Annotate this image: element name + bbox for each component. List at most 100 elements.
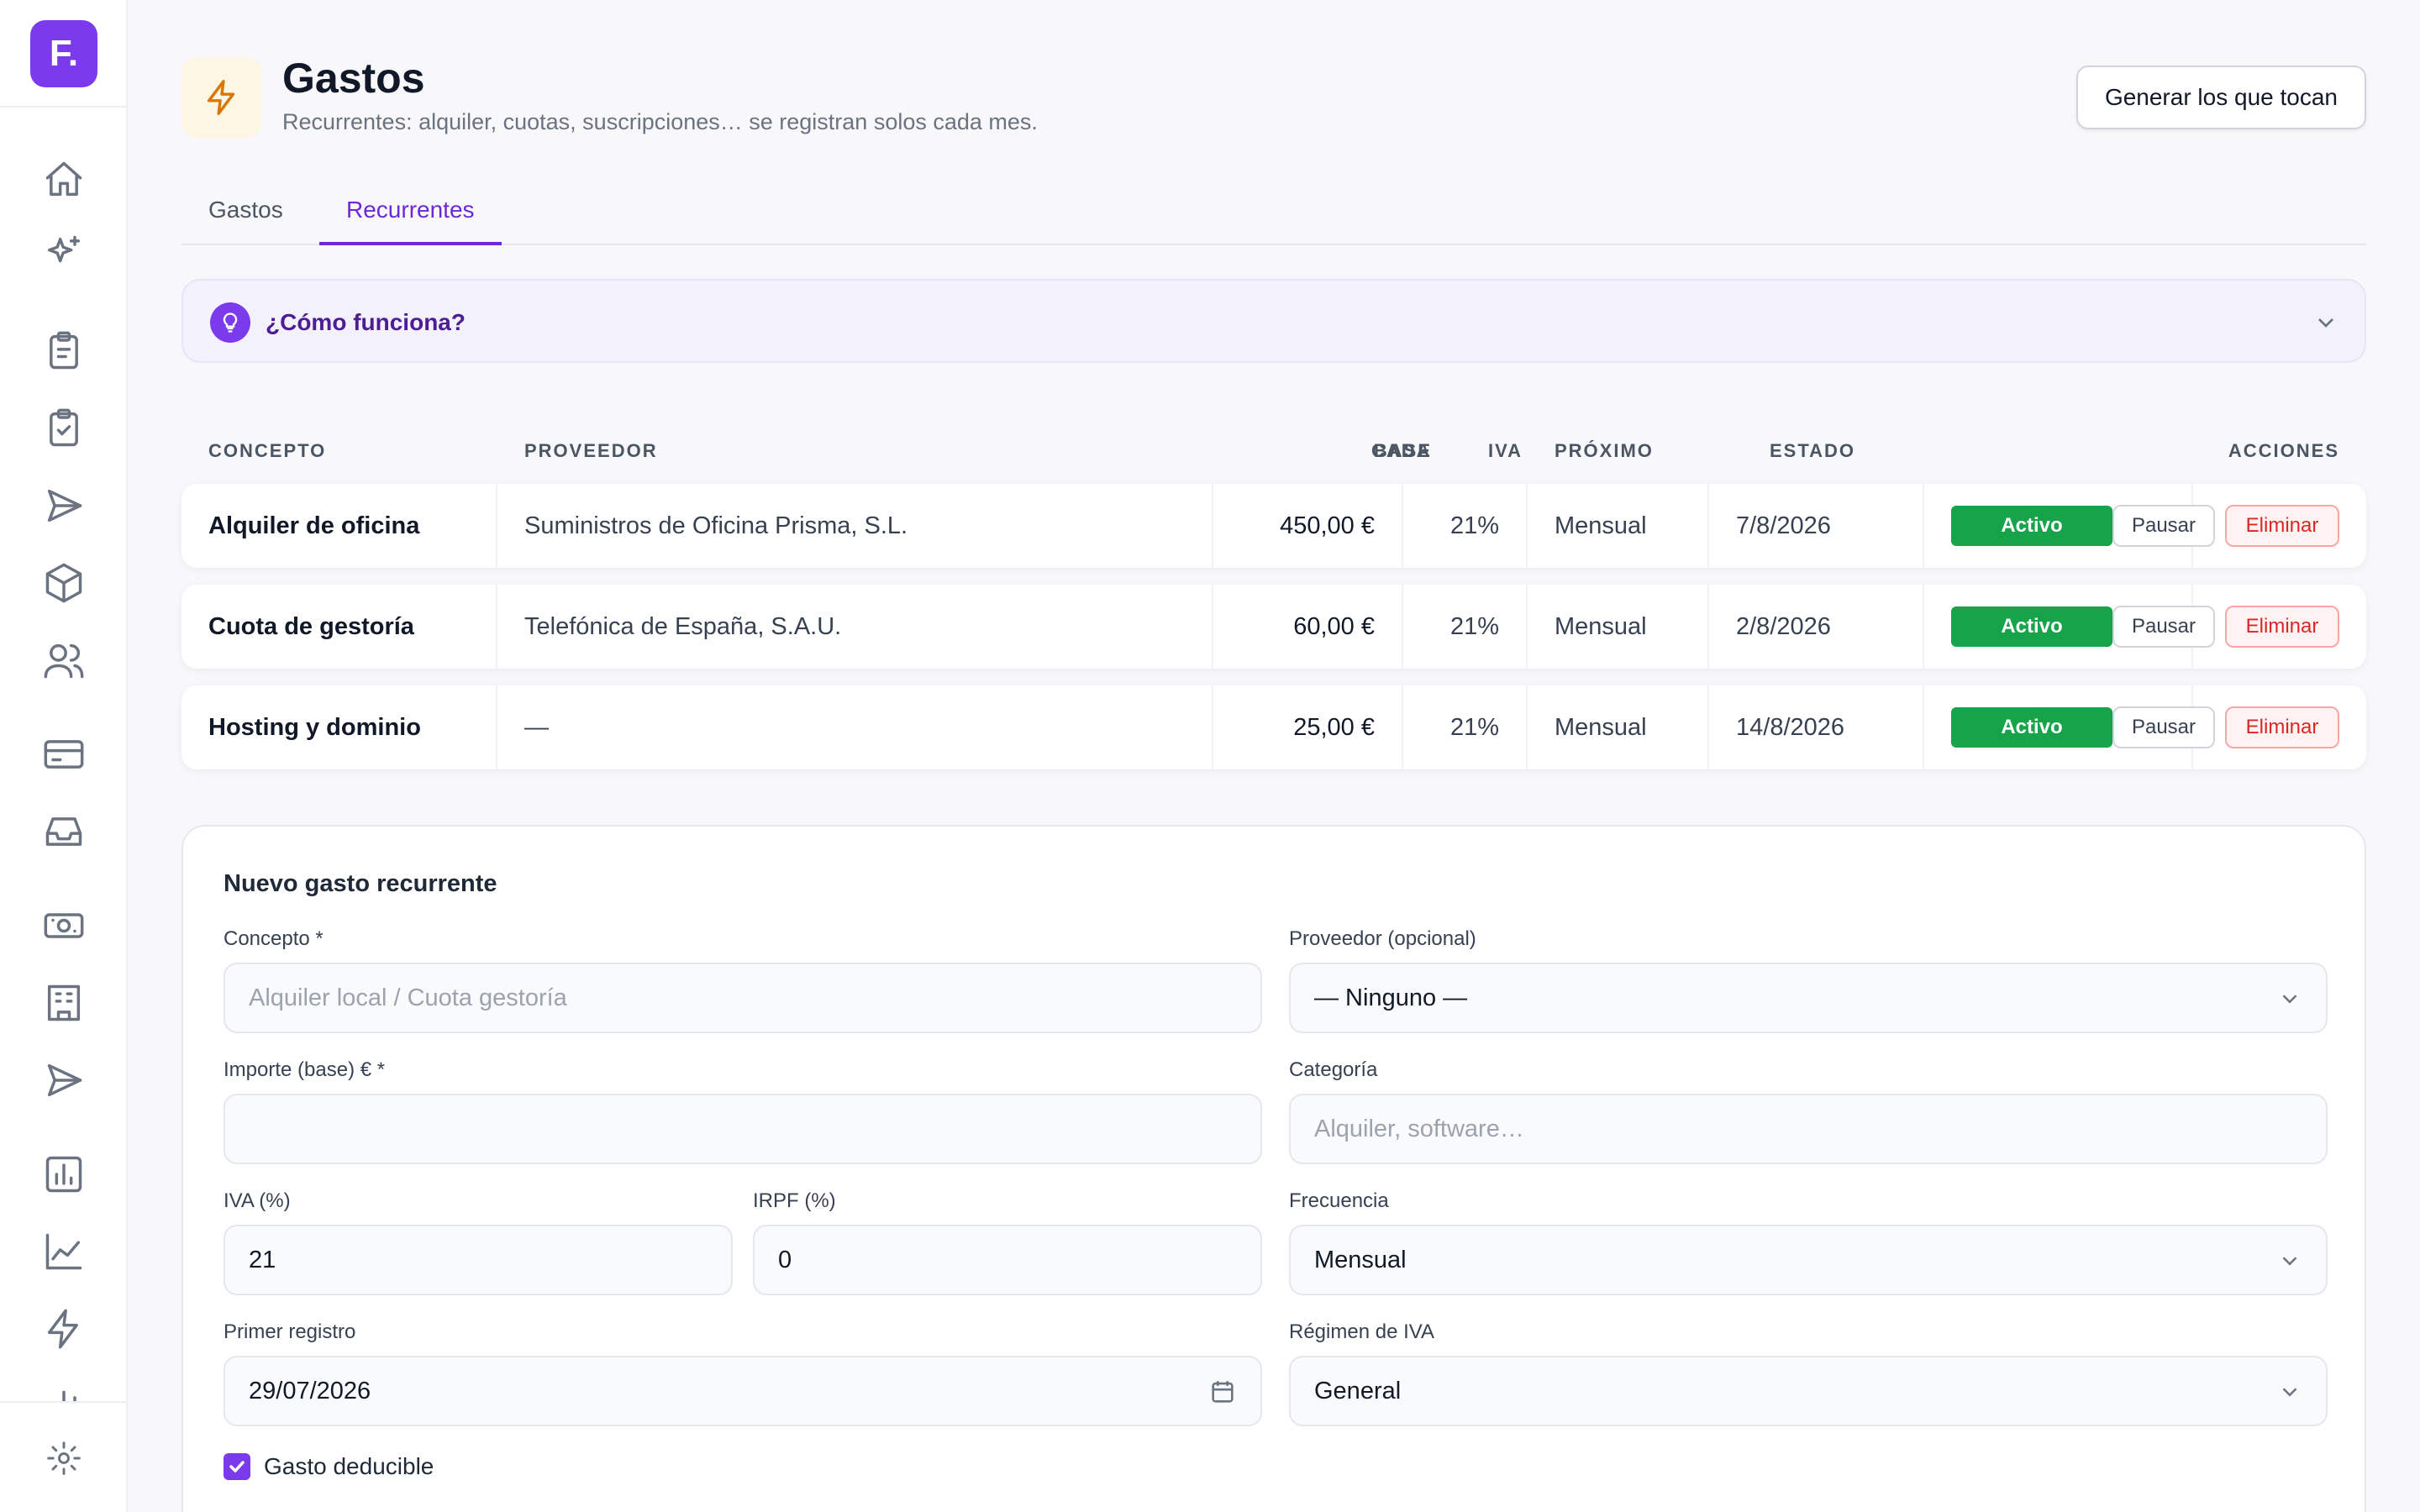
report-chart-icon[interactable] [39,1149,89,1200]
how-it-works-panel[interactable]: ¿Cómo funciona? [182,279,2366,363]
status-cell: Activo [1924,484,2193,568]
users-icon[interactable] [39,635,89,685]
concept-cell: Alquiler de oficina [182,484,497,568]
line-chart-icon[interactable] [39,1226,89,1277]
vat-label: IVA (%) [224,1189,291,1212]
frequency-label: Frecuencia [1289,1189,1389,1212]
form-title: Nuevo gasto recurrente [224,870,497,897]
base-cell: 60,00 € [1213,585,1403,669]
deductible-label[interactable]: Gasto deducible [264,1453,434,1479]
delete-button[interactable]: Eliminar [2225,606,2339,648]
divider [0,106,126,108]
frequency-select[interactable]: Mensual [1289,1225,2328,1295]
category-input[interactable]: Alquiler, software… [1289,1094,2328,1164]
send-alt-icon[interactable] [39,1055,89,1105]
irpf-label: IRPF (%) [753,1189,836,1212]
calendar-icon[interactable] [1208,1378,1237,1406]
banknote-icon[interactable] [39,900,89,951]
next-date-cell: 2/8/2026 [1709,585,1924,669]
vat-regime-label: Régimen de IVA [1289,1320,1434,1343]
column-header: ESTADO [1770,440,1856,461]
supplier-cell: — [497,685,1213,769]
supplier-cell: Telefónica de España, S.A.U. [497,585,1213,669]
tab-recurrentes[interactable]: Recurrentes [319,197,502,245]
irpf-input[interactable]: 0 [753,1225,1262,1295]
check-icon [229,1461,245,1473]
logo-text: F. [49,33,79,74]
column-header: CADA [1371,440,1432,461]
first-date-input[interactable]: 29/07/2026 [224,1356,1262,1426]
page-subtitle: Recurrentes: alquiler, cuotas, suscripci… [282,109,1038,134]
column-header: IVA [1487,440,1523,461]
pause-button[interactable]: Pausar [2112,706,2215,748]
status-cell: Activo [1924,585,2193,669]
vat-cell: 21% [1403,484,1528,568]
bolt-icon[interactable] [39,1304,89,1354]
next-date-cell: 14/8/2026 [1709,685,1924,769]
bar-chart-icon[interactable] [39,1374,89,1401]
vat-input[interactable]: 21 [224,1225,733,1295]
clipboard-list-icon[interactable] [39,326,89,376]
bolt-icon [182,57,262,138]
table-row[interactable]: Hosting y dominio — 25,00 € 21% Mensual … [182,685,2366,769]
status-badge: Activo [1951,606,2112,647]
table-row[interactable]: Cuota de gestoría Telefónica de España, … [182,585,2366,669]
supplier-label: Proveedor (opcional) [1289,927,1476,950]
building-icon[interactable] [39,978,89,1028]
vat-regime-select-value: General [1314,1377,1402,1404]
chevron-down-icon [2277,986,2302,1011]
amount-input[interactable] [224,1094,1262,1164]
concept-input[interactable]: Alquiler local / Cuota gestoría [224,963,1262,1033]
supplier-select-value: — Ninguno — [1314,984,1468,1011]
column-header: PROVEEDOR [524,440,658,461]
chevron-down-icon [2277,1379,2302,1404]
delete-button[interactable]: Eliminar [2225,706,2339,748]
home-icon[interactable] [39,155,89,205]
base-cell: 450,00 € [1213,484,1403,568]
frequency-cell: Mensual [1528,484,1709,568]
deductible-checkbox[interactable] [224,1453,250,1480]
column-header: CONCEPTO [208,440,327,461]
settings-icon[interactable] [39,1433,89,1483]
first-date-label: Primer registro [224,1320,356,1343]
inbox-icon[interactable] [39,806,89,857]
box-icon[interactable] [39,558,89,608]
pause-button[interactable]: Pausar [2112,505,2215,547]
generate-button[interactable]: Generar los que tocan [2075,66,2366,129]
sparkles-icon[interactable] [39,228,89,279]
vat-regime-select[interactable]: General [1289,1356,2328,1426]
supplier-select[interactable]: — Ninguno — [1289,963,2328,1033]
next-date-cell: 7/8/2026 [1709,484,1924,568]
clipboard-check-icon[interactable] [39,403,89,454]
tab-gastos[interactable]: Gastos [208,197,283,223]
table-row[interactable]: Alquiler de oficina Suministros de Ofici… [182,484,2366,568]
main-content: Gastos Recurrentes: alquiler, cuotas, su… [182,0,2366,1512]
lightbulb-icon [210,302,250,343]
chevron-down-icon [2277,1248,2302,1273]
category-label: Categoría [1289,1058,1378,1081]
frequency-cell: Mensual [1528,585,1709,669]
delete-button[interactable]: Eliminar [2225,505,2339,547]
table-header: CONCEPTO PROVEEDOR BASE IVA CADA PRÓXIMO… [182,437,2366,467]
concept-label: Concepto * [224,927,324,950]
pause-button[interactable]: Pausar [2112,606,2215,648]
new-recurring-expense-form: Nuevo gasto recurrente Concepto * Alquil… [182,825,2366,1512]
vat-cell: 21% [1403,685,1528,769]
first-date-value: 29/07/2026 [249,1377,371,1404]
how-it-works-label: ¿Cómo funciona? [266,309,466,335]
concept-cell: Hosting y dominio [182,685,497,769]
vat-cell: 21% [1403,585,1528,669]
supplier-cell: Suministros de Oficina Prisma, S.L. [497,484,1213,568]
chevron-down-icon [2312,309,2339,336]
concept-cell: Cuota de gestoría [182,585,497,669]
sidebar: F. [0,0,128,1512]
send-icon[interactable] [39,480,89,531]
page-title: Gastos [282,55,425,102]
base-cell: 25,00 € [1213,685,1403,769]
credit-card-icon[interactable] [39,729,89,780]
divider [0,1401,126,1403]
column-header: BASE [1373,440,1432,461]
app-logo[interactable]: F. [30,20,97,87]
column-header: ACCIONES [2228,440,2339,461]
status-badge: Activo [1951,506,2112,546]
